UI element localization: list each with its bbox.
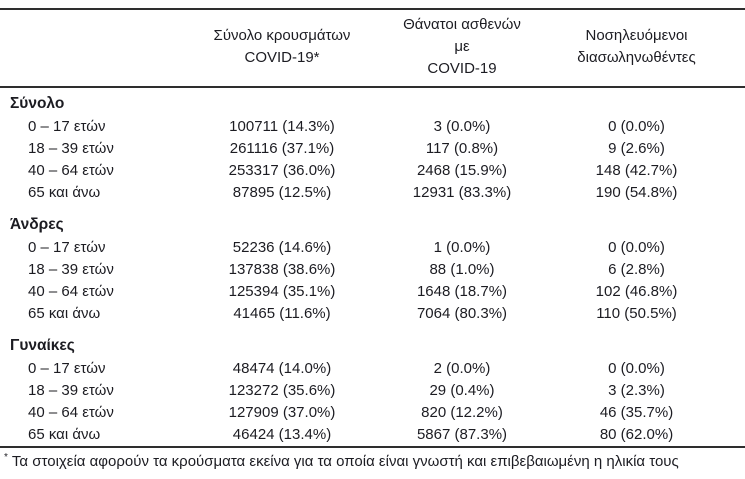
intubated-value: 6 (2.8%) [608,261,665,278]
table-row: 18 – 39 ετών 123272 (35.6%) 29 (0.4%) 3 (2.… [0,380,745,402]
table-row: 40 – 64 ετών 125394 (35.1%) 1648 (18.7%) 10… [0,281,745,303]
deaths-value: 117 (0.8%) [425,140,499,157]
header-total-cases-line2: COVID-19* [244,49,320,66]
deaths-value: 7064 (80.3%) [416,305,508,322]
header-total-cases: Σύνολο κρουσμάτων COVID-19* [168,9,396,88]
header-deaths: Θάνατοι ασθενών με COVID-19 [396,9,528,88]
table-row: 0 – 17 ετών 100711 (14.3%) 3 (0.0%) 0 (0.0%… [0,116,745,138]
cases-value: 261116 (37.1%) [229,140,335,157]
intubated-value: 110 (50.5%) [596,305,677,322]
intubated-value: 102 (46.8%) [595,283,678,300]
table-header: Σύνολο κρουσμάτων COVID-19* Θάνατοι ασθε… [0,9,745,88]
deaths-value: 2 (0.0%) [433,360,491,377]
section-title: Άνδρες [10,216,64,233]
age-group-label: 40 – 64 ετών [28,283,114,300]
age-group-label: 65 και άνω [28,184,101,201]
age-group-label: 18 – 39 ετών [28,382,114,399]
age-group-label: 65 και άνω [28,426,101,443]
cases-value: 100711 (14.3%) [229,118,335,135]
deaths-value: 1648 (18.7%) [416,283,508,300]
table-row: 65 και άνω 46424 (13.4%) 5867 (87.3%) 80 (6… [0,424,745,447]
header-deaths-line1: Θάνατοι ασθενών με [403,16,521,55]
age-group-label: 18 – 39 ετών [28,140,114,157]
footnote-text: Τα στοιχεία αφορούν τα κρούσματα εκείνα … [11,453,679,470]
intubated-value: 148 (42.7%) [595,162,678,179]
cases-value: 123272 (35.6%) [228,382,336,399]
cases-value: 87895 (12.5%) [232,184,332,201]
table-row: 40 – 64 ετών 127909 (37.0%) 820 (12.2%) 46 … [0,402,745,424]
header-intubated-line1: Νοσηλευόμενοι [585,27,688,44]
intubated-value: 3 (2.3%) [608,382,665,399]
table-row: 0 – 17 ετών 48474 (14.0%) 2 (0.0%) 0 (0.0%) [0,358,745,380]
table-row: 18 – 39 ετών 137838 (38.6%) 88 (1.0%) 6 (2.… [0,259,745,281]
table-body: Σύνολο 0 – 17 ετών 100711 (14.3%) 3 (0.0%) 0… [0,87,745,447]
cases-value: 41465 (11.6%) [233,305,331,322]
header-deaths-line2: COVID-19 [427,60,497,77]
age-group-label: 40 – 64 ετών [28,404,114,421]
cases-value: 46424 (13.4%) [232,426,332,443]
intubated-value: 9 (2.6%) [608,140,665,157]
age-group-label: 40 – 64 ετών [28,162,114,179]
covid-age-distribution-table: Σύνολο κρουσμάτων COVID-19* Θάνατοι ασθε… [0,8,745,448]
cases-value: 253317 (36.0%) [228,162,336,179]
section-header-row: Γυναίκες [0,325,745,358]
deaths-value: 1 (0.0%) [433,239,491,256]
table-row: 65 και άνω 41465 (11.6%) 7064 (80.3%) 110 (… [0,303,745,325]
table-row: 65 και άνω 87895 (12.5%) 12931 (83.3%) 190 … [0,182,745,204]
header-intubated-line2: διασωληνωθέντες [577,49,696,66]
header-total-cases-line1: Σύνολο κρουσμάτων [213,27,351,44]
table-row: 18 – 39 ετών 261116 (37.1%) 117 (0.8%) 9 (2… [0,138,745,160]
table-row: 40 – 64 ετών 253317 (36.0%) 2468 (15.9%) 14… [0,160,745,182]
intubated-value: 190 (54.8%) [595,184,678,201]
intubated-value: 80 (62.0%) [599,426,674,443]
header-row: Σύνολο κρουσμάτων COVID-19* Θάνατοι ασθε… [0,9,745,88]
age-group-label: 0 – 17 ετών [28,360,106,377]
section-title: Γυναίκες [10,337,75,354]
footnote-marker: * [4,452,8,463]
cases-value: 127909 (37.0%) [228,404,336,421]
deaths-value: 2468 (15.9%) [416,162,508,179]
deaths-value: 12931 (83.3%) [412,184,512,201]
footnote: * Τα στοιχεία αφορούν τα κρούσματα εκείνα… [0,452,745,470]
intubated-value: 46 (35.7%) [599,404,674,421]
cases-value: 52236 (14.6%) [232,239,332,256]
intubated-value: 0 (0.0%) [608,360,665,377]
section-header-row: Σύνολο [0,87,745,116]
header-intubated: Νοσηλευόμενοι διασωληνωθέντες [528,9,745,88]
deaths-value: 820 (12.2%) [421,404,503,421]
cases-value: 137838 (38.6%) [228,261,336,278]
age-group-label: 0 – 17 ετών [28,118,106,135]
cases-value: 125394 (35.1%) [228,283,336,300]
age-group-label: 18 – 39 ετών [28,261,114,278]
cases-value: 48474 (14.0%) [232,360,332,377]
header-empty-cell [0,9,168,88]
deaths-value: 3 (0.0%) [433,118,491,135]
intubated-value: 0 (0.0%) [608,118,665,135]
section-title: Σύνολο [10,95,65,112]
age-group-label: 0 – 17 ετών [28,239,106,256]
table-row: 0 – 17 ετών 52236 (14.6%) 1 (0.0%) 0 (0.0%) [0,237,745,259]
intubated-value: 0 (0.0%) [608,239,665,256]
age-group-label: 65 και άνω [28,305,101,322]
deaths-value: 88 (1.0%) [429,261,495,278]
section-header-row: Άνδρες [0,204,745,237]
deaths-value: 5867 (87.3%) [416,426,508,443]
deaths-value: 29 (0.4%) [429,382,495,399]
